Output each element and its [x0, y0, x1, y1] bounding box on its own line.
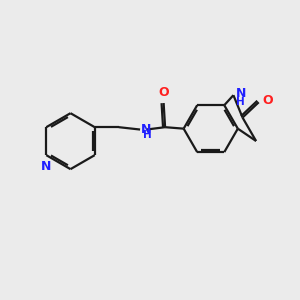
Text: N: N	[41, 160, 52, 172]
Text: N: N	[141, 123, 151, 136]
Text: N: N	[236, 87, 246, 100]
Text: O: O	[158, 85, 169, 99]
Text: O: O	[262, 94, 273, 107]
Text: H: H	[143, 130, 152, 140]
Text: H: H	[236, 97, 244, 107]
